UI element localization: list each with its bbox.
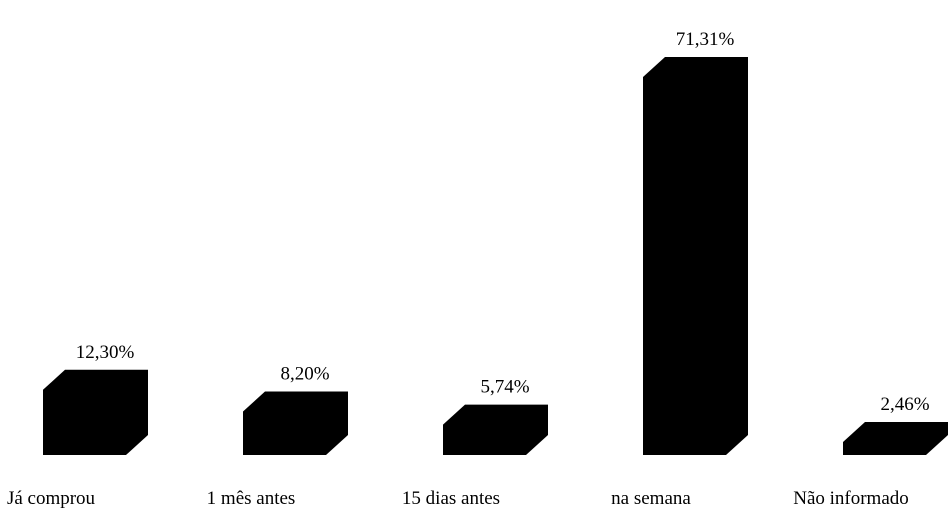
value-label: 71,31% (676, 29, 735, 50)
bar (43, 369, 148, 455)
x-tick-label: na semana (611, 488, 691, 509)
x-tick-label: Não informado (793, 488, 909, 509)
bar (843, 421, 948, 455)
bar (443, 404, 548, 455)
bar (643, 57, 748, 455)
x-tick-label: Já comprou (7, 488, 96, 509)
value-label: 2,46% (880, 394, 929, 415)
bar (243, 391, 348, 455)
value-label: 12,30% (76, 342, 135, 363)
value-label: 8,20% (280, 364, 329, 385)
value-label: 5,74% (480, 377, 529, 398)
x-tick-label: 15 dias antes (402, 488, 500, 509)
x-tick-label: 1 mês antes (207, 488, 296, 509)
